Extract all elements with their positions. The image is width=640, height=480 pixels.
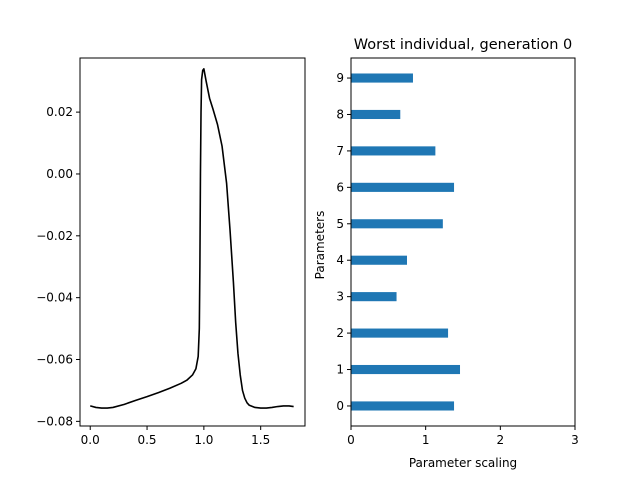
y-tick-label: 5	[336, 217, 344, 231]
bar	[351, 109, 401, 120]
right-x-axis-label: Parameter scaling	[409, 456, 517, 470]
bar	[351, 219, 443, 229]
left-axes-frame	[79, 57, 306, 427]
bar	[351, 292, 397, 302]
x-tick-label: 0	[347, 433, 355, 447]
y-tick-label: 0.02	[46, 105, 73, 119]
bar	[351, 182, 455, 192]
right-x-ticks: 0 1 2 3	[347, 426, 579, 447]
bar	[351, 328, 449, 338]
y-tick-label: 1	[336, 363, 344, 377]
left-x-ticks: 0.0 0.5 1.0 1.5	[81, 426, 270, 447]
y-tick-label: 0.00	[46, 167, 73, 181]
x-tick-label: 0.5	[137, 433, 156, 447]
y-tick-label: −0.08	[36, 414, 73, 428]
left-y-ticks: −0.08 −0.06 −0.04 −0.02 0.00 0.02	[36, 105, 80, 428]
right-panel: Worst individual, generation 0 0 1 2 3 0 1 2 3…	[313, 37, 579, 470]
y-tick-label: 9	[336, 71, 344, 85]
right-y-ticks: 0 1 2 3 4 5 6 7 8 9	[336, 71, 351, 413]
y-tick-label: 6	[336, 180, 344, 194]
left-plot-area	[90, 68, 294, 409]
x-tick-label: 0.0	[81, 433, 100, 447]
bar	[351, 146, 436, 156]
x-tick-label: 1.0	[194, 433, 213, 447]
y-tick-label: −0.06	[36, 353, 73, 367]
right-bars	[351, 73, 461, 411]
y-tick-label: 0	[336, 399, 344, 413]
x-tick-label: 3	[571, 433, 579, 447]
right-axes-frame	[350, 57, 576, 427]
x-tick-label: 1.5	[251, 433, 270, 447]
x-tick-label: 2	[497, 433, 505, 447]
y-tick-label: 7	[336, 144, 344, 158]
y-tick-label: 2	[336, 326, 344, 340]
y-tick-label: 3	[336, 290, 344, 304]
bar	[351, 255, 407, 265]
y-tick-label: 8	[336, 107, 344, 121]
right-y-axis-label: Parameters	[313, 211, 327, 280]
y-tick-label: 4	[336, 253, 344, 267]
right-chart-title: Worst individual, generation 0	[354, 37, 572, 53]
series-line-0	[90, 68, 294, 409]
left-panel: 0.0 0.5 1.0 1.5 −0.08 −0.06 −0.04 −0.02 0.00 0.0…	[36, 57, 306, 447]
y-tick-label: −0.02	[36, 229, 73, 243]
bar	[351, 401, 455, 411]
bar	[351, 73, 413, 83]
x-tick-label: 1	[422, 433, 430, 447]
bar	[351, 364, 461, 375]
y-tick-label: −0.04	[36, 291, 73, 305]
